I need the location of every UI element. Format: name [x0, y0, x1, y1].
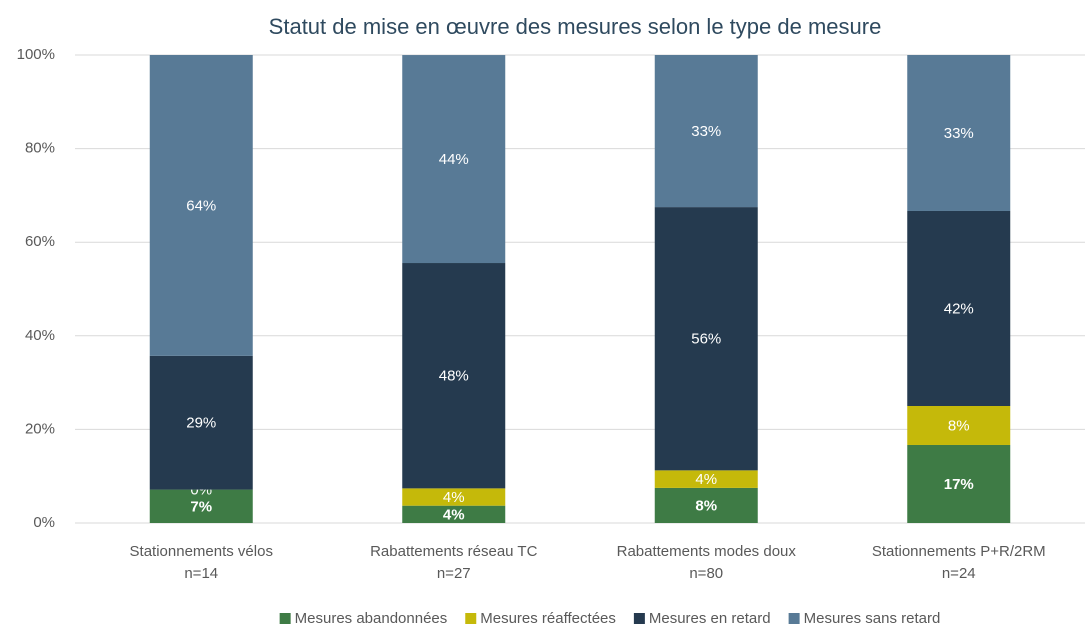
x-tick-label: Stationnements P+R/2RM — [872, 543, 1046, 560]
legend-label: Mesures abandonnées — [295, 610, 448, 626]
x-tick-note: n=24 — [942, 565, 976, 582]
x-tick-label: Rabattements réseau TC — [370, 543, 537, 560]
bar-segment — [402, 55, 506, 264]
data-label: 33% — [944, 125, 974, 142]
data-label: 8% — [695, 497, 717, 514]
x-tick-note: n=80 — [689, 565, 723, 582]
data-label: 7% — [190, 498, 212, 515]
bar-segment — [907, 210, 1011, 406]
y-tick-label: 0% — [33, 514, 55, 531]
data-label: 64% — [186, 197, 216, 214]
legend-swatch — [788, 613, 800, 624]
chart-title: Statut de mise en œuvre des mesures selo… — [269, 14, 882, 39]
data-label: 4% — [695, 471, 717, 488]
bar-segment — [907, 444, 1011, 523]
bar-segment — [402, 505, 506, 523]
bar-segment — [402, 263, 506, 489]
data-label: 17% — [944, 476, 974, 493]
legend-label: Mesures réaffectées — [480, 610, 616, 626]
legend-swatch — [279, 613, 291, 624]
data-label: 4% — [443, 489, 465, 506]
data-label: 29% — [186, 415, 216, 432]
y-tick-label: 20% — [25, 420, 55, 437]
bar-segment — [907, 55, 1011, 211]
bar-segment — [149, 355, 253, 490]
bar-segment — [654, 207, 758, 471]
y-tick-label: 80% — [25, 140, 55, 157]
x-tick-label: Rabattements modes doux — [617, 543, 797, 560]
legend-label: Mesures en retard — [649, 610, 771, 626]
legend-swatch — [633, 613, 645, 624]
bar-segment — [654, 470, 758, 488]
x-tick-note: n=14 — [184, 565, 218, 582]
data-label: 8% — [948, 417, 970, 434]
bar-segment — [654, 55, 758, 208]
x-tick-note: n=27 — [437, 565, 471, 582]
bar-segment — [149, 55, 253, 356]
legend-swatch — [465, 613, 477, 624]
data-label: 56% — [691, 331, 721, 348]
bar-segment — [654, 487, 758, 523]
x-tick-label: Stationnements vélos — [130, 543, 273, 560]
bar-segment — [149, 489, 253, 523]
data-label: 48% — [439, 368, 469, 385]
bar-segment — [907, 406, 1011, 445]
data-label: 42% — [944, 300, 974, 317]
y-tick-label: 100% — [17, 46, 55, 63]
data-label: 4% — [443, 506, 465, 523]
legend-label: Mesures sans retard — [804, 610, 941, 626]
data-label: 33% — [691, 123, 721, 140]
y-tick-label: 40% — [25, 327, 55, 344]
bar-segment — [402, 488, 506, 506]
data-label: 44% — [439, 151, 469, 168]
y-tick-label: 60% — [25, 233, 55, 250]
